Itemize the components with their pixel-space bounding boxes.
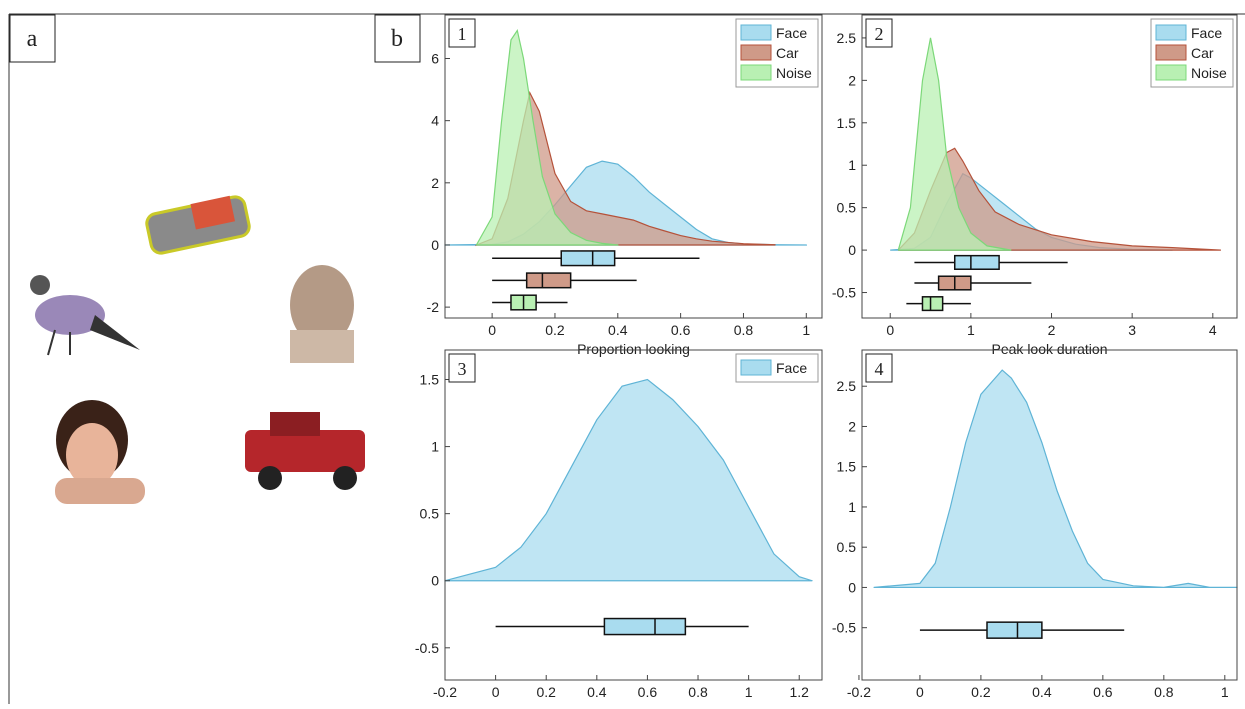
figure: a b 0 0.2 0.4 0.6 0.8 1 -2 0 2 4 6 Proportion looki… (0, 0, 1245, 704)
panel-label: b (391, 26, 403, 52)
box-body (987, 622, 1042, 638)
y-tick-label: 0.5 (420, 506, 440, 522)
y-tick-label: 0.5 (837, 200, 857, 216)
x-tick-label: 0.6 (671, 322, 691, 338)
y-tick-label: 0 (431, 237, 439, 253)
x-tick-label: 1 (1221, 684, 1229, 700)
noise-face-image (290, 265, 354, 363)
legend-swatch (741, 360, 771, 375)
y-tick-label: -0.5 (415, 640, 439, 656)
box-body (561, 251, 614, 266)
y-tick-label: 4 (431, 113, 439, 129)
y-tick-label: 0.5 (837, 539, 857, 555)
x-tick-label: 1 (802, 322, 810, 338)
y-tick-label: 1.5 (837, 115, 857, 131)
legend-label: Face (1191, 25, 1222, 41)
x-tick-label: 0.2 (536, 684, 556, 700)
y-tick-label: 1.5 (837, 459, 857, 475)
x-tick-label: 0 (886, 322, 894, 338)
x-tick-label: 4 (1209, 322, 1217, 338)
y-tick-label: 2.5 (837, 378, 857, 394)
x-tick-label: 0.8 (1154, 684, 1174, 700)
x-tick-label: 1.2 (789, 684, 809, 700)
x-tick-label: 1 (745, 684, 753, 700)
x-tick-label: 0.2 (971, 684, 991, 700)
y-tick-label: 2 (848, 72, 856, 88)
legend-label: Face (776, 360, 807, 376)
x-tick-label: 0 (492, 684, 500, 700)
x-tick-label: -0.2 (847, 684, 871, 700)
legend-swatch (1156, 45, 1186, 60)
x-tick-label: 0.6 (1093, 684, 1113, 700)
box-body (955, 256, 999, 270)
box-body (604, 619, 685, 635)
y-tick-label: 1 (848, 499, 856, 515)
x-tick-label: 0 (916, 684, 924, 700)
y-tick-label: 1 (848, 157, 856, 173)
y-tick-label: 0 (431, 573, 439, 589)
panel-number: 3 (458, 359, 467, 379)
box-body (922, 297, 942, 311)
x-tick-label: -0.2 (433, 684, 457, 700)
legend-swatch (741, 65, 771, 80)
x-tick-label: 0 (488, 322, 496, 338)
y-tick-label: 6 (431, 51, 439, 67)
y-tick-label: 2 (848, 418, 856, 434)
y-tick-label: -2 (427, 299, 440, 315)
x-axis-label: Proportion looking (577, 341, 690, 357)
legend-label: Car (776, 45, 799, 61)
x-tick-label: 2 (1048, 322, 1056, 338)
y-tick-label: 0 (848, 579, 856, 595)
panel-number: 4 (875, 359, 884, 379)
legend-swatch (741, 25, 771, 40)
y-tick-label: 2 (431, 175, 439, 191)
x-tick-label: 0.8 (734, 322, 754, 338)
legend-swatch (741, 45, 771, 60)
x-tick-label: 3 (1128, 322, 1136, 338)
box-body (527, 273, 571, 288)
legend-label: Noise (1191, 65, 1227, 81)
page: {"labels": {"a": "a", "b": "b"}, "chart_… (0, 0, 1245, 709)
y-tick-label: 1 (431, 439, 439, 455)
x-tick-label: 0.8 (688, 684, 708, 700)
legend-swatch (1156, 65, 1186, 80)
legend-swatch (1156, 25, 1186, 40)
x-tick-label: 0.4 (608, 322, 628, 338)
x-axis-label: Peak look duration (992, 341, 1108, 357)
legend-label: Noise (776, 65, 812, 81)
y-tick-label: 1.5 (420, 372, 440, 388)
x-tick-label: 0.6 (638, 684, 658, 700)
x-tick-label: 0.2 (545, 322, 565, 338)
y-tick-label: -0.5 (832, 620, 856, 636)
y-tick-label: -0.5 (832, 285, 856, 301)
x-tick-label: 0.4 (587, 684, 607, 700)
legend-label: Car (1191, 45, 1214, 61)
y-tick-label: 0 (848, 242, 856, 258)
panel-number: 2 (875, 24, 884, 44)
panel-number: 1 (458, 24, 467, 44)
y-tick-label: 2.5 (837, 30, 857, 46)
x-tick-label: 0.4 (1032, 684, 1052, 700)
legend-label: Face (776, 25, 807, 41)
x-tick-label: 1 (967, 322, 975, 338)
panel-label: a (27, 26, 38, 52)
